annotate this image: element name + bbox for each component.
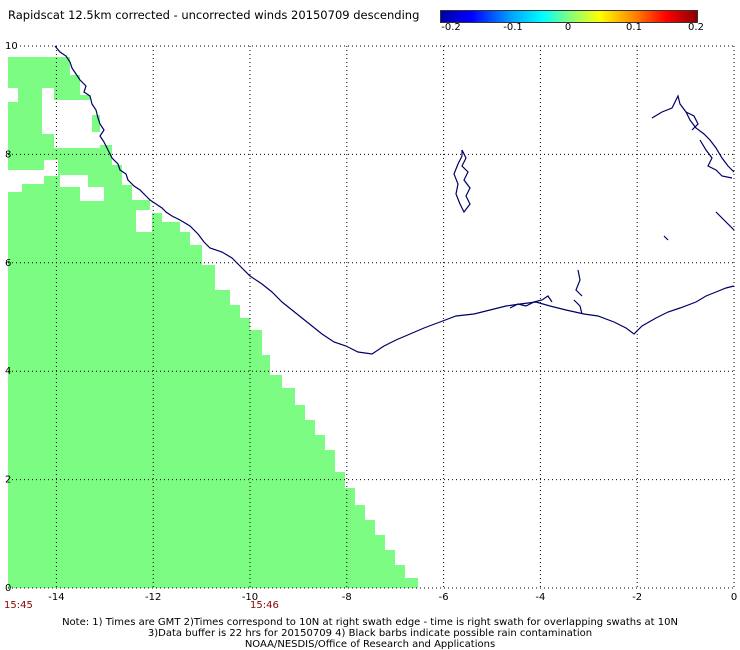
swath-gaps xyxy=(8,88,152,232)
grid-lines xyxy=(8,45,735,589)
note-line-2: 3)Data buffer is 22 hrs for 20150709 4) … xyxy=(147,628,593,639)
x-tick-label: 0 xyxy=(731,592,737,603)
y-tick-label: 0 xyxy=(5,583,11,594)
y-tick-label: 6 xyxy=(5,258,11,269)
x-tick-label: -4 xyxy=(535,592,545,603)
colorbar xyxy=(440,10,698,23)
colorbar-tick: -0.2 xyxy=(441,22,461,33)
x-tick-label: -6 xyxy=(439,592,449,603)
colorbar-tick: 0 xyxy=(564,22,572,33)
wind-swath xyxy=(8,57,418,588)
colorbar-tick: -0.1 xyxy=(503,22,523,33)
coastline xyxy=(54,45,735,355)
x-axis: -14 -12 -10 -8 -6 -4 -2 0 xyxy=(48,592,737,603)
map-title: Rapidscat 12.5km corrected - uncorrected… xyxy=(8,8,420,22)
y-axis: 0 2 4 6 8 10 xyxy=(5,41,18,594)
x-tick-label: -14 xyxy=(48,592,64,603)
note-line-1: Note: 1) Times are GMT 2)Times correspon… xyxy=(62,617,678,628)
time-label-left: 15:45 xyxy=(4,600,33,611)
x-tick-label: -8 xyxy=(342,592,352,603)
y-tick-label: 8 xyxy=(5,149,11,160)
note-line-3: NOAA/NESDIS/Office of Research and Appli… xyxy=(244,639,496,650)
x-tick-label: -12 xyxy=(145,592,161,603)
colorbar-tick: 0.2 xyxy=(688,22,704,33)
x-tick-label: -2 xyxy=(632,592,642,603)
y-tick-label: 2 xyxy=(5,475,11,486)
colorbar-tick: 0.1 xyxy=(626,22,642,33)
y-tick-label: 4 xyxy=(5,366,11,377)
y-tick-label: 10 xyxy=(5,41,18,52)
x-tick-label: -10 xyxy=(242,592,258,603)
time-label-middle: 15:46 xyxy=(250,600,279,611)
